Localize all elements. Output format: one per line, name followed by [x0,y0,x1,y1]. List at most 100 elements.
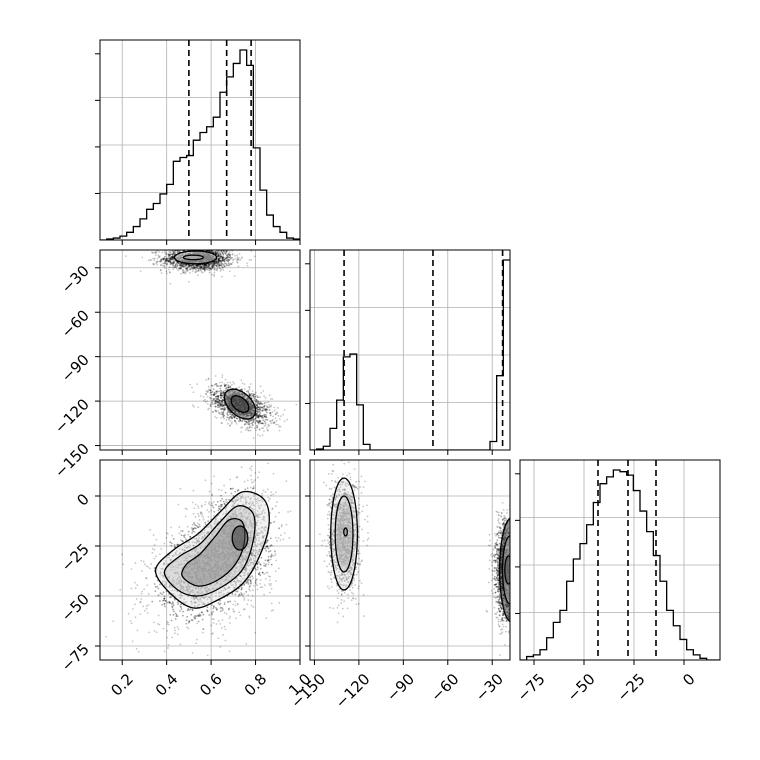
scatter-point [228,650,231,653]
scatter-point [248,393,251,396]
scatter-point [145,565,148,567]
scatter-point [279,415,282,418]
scatter-point [192,266,195,269]
scatter-point [229,263,232,265]
scatter-point [218,257,221,260]
scatter-point [221,394,224,397]
scatter-point [252,395,255,398]
scatter-point [165,272,168,275]
scatter-point [166,262,168,265]
scatter-point [245,421,248,424]
scatter-point [278,429,281,432]
scatter-point [201,246,203,248]
scatter-point [256,588,259,591]
scatter-point [179,262,182,265]
histogram-frame [309,249,511,451]
panels: −75 −50 −25 0−150−120−90−60−300.2 0.4 0.6 0.8 1… [51,39,721,712]
scatter-point [250,392,253,395]
scatter-point [263,415,266,418]
scatter-point [173,544,176,546]
scatter-point [228,270,231,273]
scatter-point [159,269,162,271]
scatter-point [216,403,219,406]
scatter-point [231,253,234,256]
scatter-frame [99,249,301,451]
scatter-point [195,638,198,641]
scatter-point [165,257,168,260]
scatter-point [189,608,192,611]
scatter-point [171,258,173,261]
scatter-point [162,259,165,261]
scatter-point [179,267,182,270]
scatter-point [163,597,166,599]
scatter-point [151,251,153,254]
scatter-point [204,401,207,403]
scatter-point [143,609,146,612]
scatter-point [197,620,200,623]
scatter-point [270,554,273,557]
scatter-point [239,418,241,421]
scatter-point [267,429,269,432]
scatter-point [209,267,212,270]
scatter-point [218,264,221,267]
scatter-point [165,253,167,256]
scatter-point [169,255,171,257]
scatter-point [188,246,190,248]
scatter-point [214,401,217,403]
scatter-point [269,584,272,587]
scatter-point [257,561,260,564]
scatter-point [164,250,167,253]
scatter-point [221,256,224,259]
scatter-point [169,251,172,254]
scatter-point [241,594,244,597]
scatter-point [261,406,263,409]
scatter-point [214,416,217,418]
scatter-point [228,264,231,267]
scatter-point [223,391,226,394]
scatter-point [172,268,175,271]
scatter-point [197,526,199,529]
scatter-point [270,494,273,497]
scatter-point [223,265,226,268]
scatter-point [217,263,220,266]
scatter-point [196,265,199,268]
scatter-point [177,250,179,252]
scatter-point [181,529,184,532]
scatter-point [219,251,221,254]
scatter-point [149,528,151,531]
scatter-point [195,615,198,618]
scatter-point [248,419,250,422]
scatter-point [218,399,221,402]
scatter-point [229,600,232,603]
scatter-point [224,384,227,387]
scatter-point [194,617,197,619]
scatter-point [174,264,177,267]
scatter-point [231,416,234,419]
scatter-point [244,422,247,425]
scatter-point [255,578,258,581]
scatter-point [200,266,203,269]
scatter-point [131,640,134,643]
scatter-point [210,262,213,265]
scatter-point [263,405,266,408]
scatter-point [215,261,218,264]
scatter-point [206,606,209,609]
scatter-point [260,402,263,405]
scatter-point [192,267,195,270]
scatter-point [208,388,210,391]
scatter-point [219,402,222,405]
scatter-point [275,419,278,422]
scatter-point [168,601,171,604]
scatter-point [168,623,170,626]
scatter-point [241,388,244,391]
scatter-point [248,588,250,591]
scatter-point [184,507,187,510]
scatter-point [164,600,167,602]
scatter-point [227,264,230,266]
scatter-point [188,265,190,268]
scatter-point [158,250,160,253]
scatter-point [213,264,216,267]
scatter-point [135,647,138,650]
scatter-point [224,408,226,411]
scatter-point [224,387,227,390]
